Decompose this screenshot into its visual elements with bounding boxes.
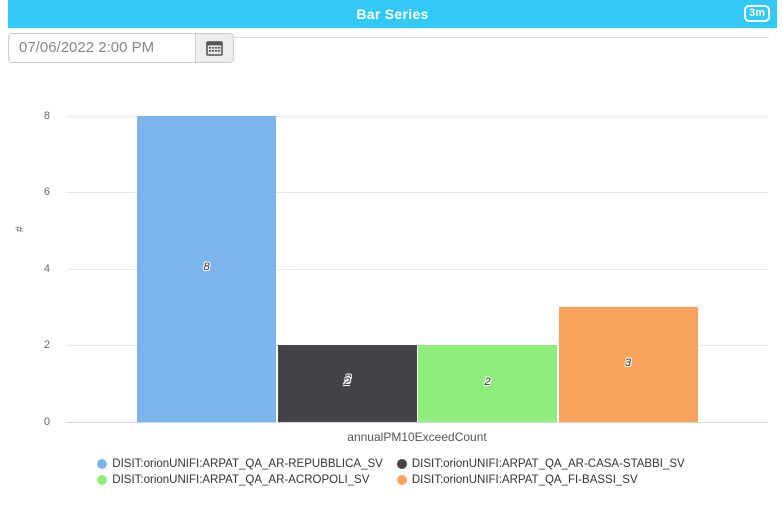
- calendar-icon: [206, 41, 223, 56]
- legend-item-2[interactable]: DISIT:orionUNIFI:ARPAT_QA_AR-ACROPOLI_SV: [97, 472, 383, 488]
- bar-0[interactable]: [137, 115, 276, 422]
- y-axis-title: #: [14, 225, 26, 233]
- datetime-input[interactable]: [8, 33, 195, 63]
- legend-item-0[interactable]: DISIT:orionUNIFI:ARPAT_QA_AR-REPUBBLICA_…: [97, 456, 383, 472]
- y-tick-label: 8: [43, 109, 50, 122]
- datetime-picker: [8, 33, 234, 63]
- bar-1[interactable]: [277, 345, 417, 422]
- y-tick-label: 2: [43, 339, 50, 352]
- calendar-button[interactable]: [195, 33, 234, 63]
- legend-label: DISIT:orionUNIFI:ARPAT_QA_AR-REPUBBLICA_…: [112, 458, 383, 470]
- gridline: [66, 345, 768, 347]
- widget-header[interactable]: Bar Series 3m: [8, 0, 777, 28]
- bar-3[interactable]: [558, 307, 698, 422]
- legend-label: DISIT:orionUNIFI:ARPAT_QA_AR-CASA-STABBI…: [411, 458, 685, 470]
- bar-2[interactable]: [418, 345, 557, 422]
- legend-label: DISIT:orionUNIFI:ARPAT_QA_FI-BASSI_SV: [411, 474, 638, 486]
- y-tick-label: 6: [43, 186, 50, 199]
- legend-item-1[interactable]: DISIT:orionUNIFI:ARPAT_QA_AR-CASA-STABBI…: [396, 456, 685, 472]
- x-axis-line: [66, 422, 768, 423]
- legend-marker-icon: [396, 475, 407, 485]
- refresh-interval-badge: 3m: [744, 5, 770, 22]
- y-tick-label: 0: [43, 416, 50, 428]
- x-axis-label: annualPM10ExceedCount: [347, 430, 487, 444]
- legend-marker-icon: [396, 459, 407, 469]
- legend-marker-icon: [97, 459, 108, 469]
- gridline: [66, 192, 768, 194]
- toolbar-divider: [233, 37, 769, 38]
- y-tick-label: 4: [43, 262, 50, 275]
- legend-label: DISIT:orionUNIFI:ARPAT_QA_AR-ACROPOLI_SV: [112, 474, 370, 486]
- legend-item-3[interactable]: DISIT:orionUNIFI:ARPAT_QA_FI-BASSI_SV: [396, 472, 685, 488]
- gridline: [66, 268, 768, 270]
- widget-title: Bar Series: [356, 6, 429, 22]
- chart-legend: DISIT:orionUNIFI:ARPAT_QA_AR-REPUBBLICA_…: [0, 456, 782, 488]
- legend-marker-icon: [97, 475, 108, 485]
- gridline: [66, 115, 768, 117]
